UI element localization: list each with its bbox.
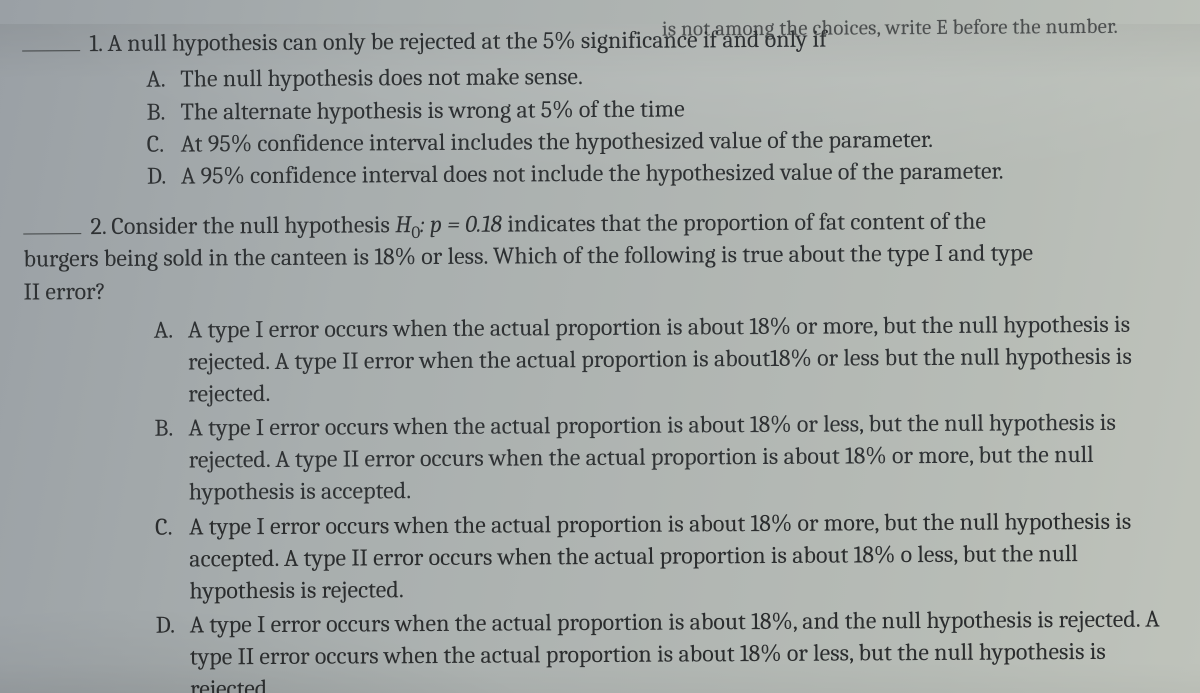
q1-options: A. The null hypothesis does not make sen… [22,57,1179,193]
option-letter: B. [154,412,189,509]
q2-option-c: C. A type I error occurs when the actual… [155,504,1182,607]
page-photo: is not among the choices, write E before… [22,20,1182,693]
q2-options: A. A type I error occurs when the actual… [24,307,1182,693]
q2-stem-pre: Consider the null hypothesis [111,210,395,240]
q2-stem-post1: indicates that the proportion of fat con… [502,207,986,238]
option-letter: D. [156,609,191,693]
answer-blank [22,29,80,52]
option-letter: D. [147,159,181,191]
q2-option-d: D. A type I error occurs when the actual… [156,603,1183,693]
q1-stem-text: A null hypothesis can only be rejected a… [108,25,827,57]
q1-number: 1. [89,29,102,57]
q2-option-a: A. A type I error occurs when the actual… [154,307,1181,410]
q2-option-b: B. A type I error occurs when the actual… [154,406,1181,509]
answer-blank [23,212,81,235]
option-text: A type I error occurs when the actual pr… [188,307,1181,410]
q1-stem: 1. A null hypothesis can only be rejecte… [22,20,1178,59]
question-2: 2. Consider the null hypothesis H0: p = … [23,203,1182,693]
option-text: A type I error occurs when the actual pr… [190,603,1183,693]
option-text: A type I error occurs when the actual pr… [189,504,1182,607]
question-1: 1. A null hypothesis can only be rejecte… [22,20,1179,192]
option-letter: B. [146,95,180,127]
option-letter: C. [155,510,190,607]
q2-number: 2. [90,212,106,240]
q2-math-H: H [395,210,411,238]
q1-option-d: D. A 95% confidence interval does not in… [147,153,1179,191]
option-letter: A. [146,63,180,95]
option-letter: A. [154,313,189,410]
option-text: A 95% confidence interval does not inclu… [181,153,1179,191]
option-letter: C. [147,127,181,159]
option-text: A type I error occurs when the actual pr… [188,406,1181,509]
q2-math-rest: : p = 0.18 [420,210,502,238]
